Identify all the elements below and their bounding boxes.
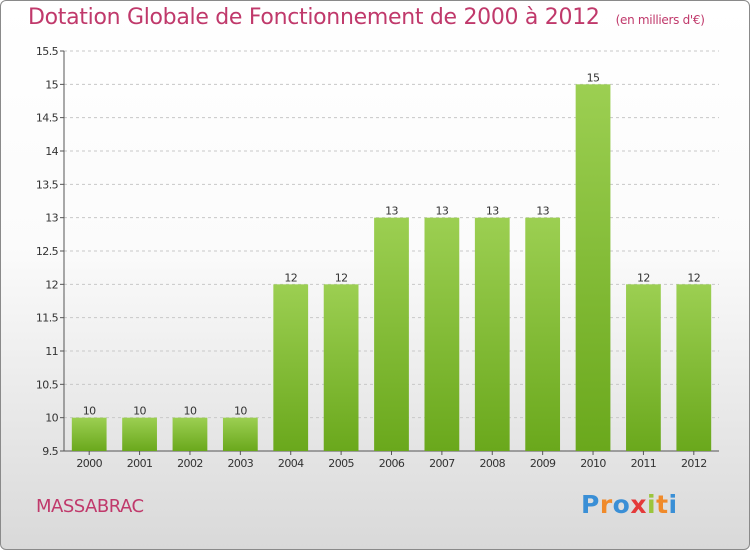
- logo-letter: t: [656, 490, 669, 519]
- logo-letter: r: [599, 490, 613, 519]
- chart-title: Dotation Globale de Fonctionnement de 20…: [28, 5, 705, 30]
- bar: [676, 284, 712, 451]
- x-tick-label: 2007: [429, 457, 455, 470]
- bar-value-label: 13: [536, 205, 549, 218]
- x-tick-label: 2002: [177, 457, 203, 470]
- bar-value-label: 13: [486, 205, 499, 218]
- y-tick-label: 11: [45, 345, 58, 358]
- y-tick-label: 15: [45, 78, 58, 91]
- x-tick-label: 2010: [580, 457, 606, 470]
- y-tick-label: 13.5: [36, 178, 59, 191]
- bar: [525, 217, 561, 451]
- bar: [374, 217, 409, 451]
- bar-value-label: 12: [687, 271, 700, 284]
- x-tick-label: 2001: [127, 457, 153, 470]
- x-tick-label: 2005: [328, 457, 354, 470]
- y-tick-label: 10: [45, 412, 58, 425]
- x-tick-label: 2004: [278, 457, 304, 470]
- bar-value-label: 10: [184, 405, 197, 418]
- bar-value-label: 13: [435, 205, 448, 218]
- y-tick-label: 14.5: [36, 112, 59, 125]
- logo-letter: i: [668, 490, 678, 519]
- x-tick-label: 2009: [530, 457, 556, 470]
- bar-value-label: 10: [234, 405, 247, 418]
- x-tick-label: 2008: [479, 457, 505, 470]
- y-tick-label: 11.5: [36, 312, 59, 325]
- bar: [122, 417, 157, 451]
- bar-value-label: 10: [83, 405, 96, 418]
- bar: [172, 417, 208, 451]
- y-tick-label: 14: [45, 145, 58, 158]
- y-tick-label: 12: [45, 278, 58, 291]
- bar: [424, 217, 460, 451]
- x-tick-label: 2006: [379, 457, 405, 470]
- x-tick-label: 2011: [631, 457, 657, 470]
- bar-value-label: 15: [587, 71, 600, 84]
- bar: [71, 417, 107, 451]
- bar: [323, 284, 359, 451]
- y-tick-label: 15.5: [36, 45, 59, 58]
- bar-value-label: 12: [637, 271, 650, 284]
- logo-letter: P: [581, 490, 600, 519]
- x-tick-label: 2003: [228, 457, 254, 470]
- chart-title-text: Dotation Globale de Fonctionnement de 20…: [28, 5, 600, 30]
- y-tick-label: 9.5: [42, 445, 58, 458]
- bar-value-label: 10: [133, 405, 146, 418]
- bar: [575, 84, 611, 451]
- unit-note: (en milliers d'€): [615, 13, 705, 27]
- bar: [626, 284, 661, 451]
- y-tick-label: 12.5: [36, 245, 59, 258]
- bar: [474, 217, 510, 451]
- bar-value-label: 12: [284, 271, 297, 284]
- bar: [222, 417, 258, 451]
- y-tick-label: 13: [45, 212, 58, 225]
- logo-letter: i: [647, 490, 657, 519]
- bar: [273, 284, 309, 451]
- bar-value-label: 12: [335, 271, 348, 284]
- x-tick-label: 2000: [76, 457, 102, 470]
- x-tick-label: 2012: [681, 457, 707, 470]
- logo-letter: o: [612, 490, 631, 519]
- commune-name: MASSABRAC: [36, 496, 144, 517]
- y-tick-label: 10.5: [36, 378, 59, 391]
- logo-letter: x: [630, 490, 647, 519]
- bar-value-label: 13: [385, 205, 398, 218]
